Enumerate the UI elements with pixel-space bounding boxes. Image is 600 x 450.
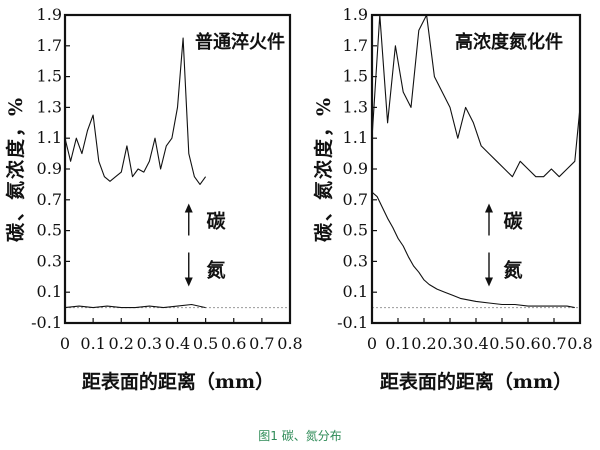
chart1-x-tick-label: 0.6 [515, 334, 540, 353]
chart0-y-tick-label: 0.1 [37, 282, 62, 301]
chart0-x-tick-label: 0.3 [137, 334, 162, 353]
chart0-y-tick-label: 0.5 [37, 221, 62, 240]
chart0-y-tick-label: 0.9 [37, 159, 62, 178]
chart1-title: 高浓度氮化件 [455, 31, 563, 53]
chart1-x-tick-label: 0.1 [385, 334, 410, 353]
chart1-y-tick-label: 1.1 [343, 128, 368, 147]
chart1-y-tick-label: 0.1 [343, 282, 368, 301]
chart0-y-tick-label: 1.9 [37, 5, 62, 24]
chart1-y-tick-label: 1.5 [343, 67, 368, 86]
chart1-x-tick-label: 0.2 [411, 334, 436, 353]
chart1-y-tick-label: 0.5 [343, 221, 368, 240]
chart0-y-tick-label: 0.7 [37, 190, 62, 209]
chart0-series-nitrogen [64, 303, 206, 309]
chart1-x-tick-label: 0.4 [463, 334, 488, 353]
chart1-x-tick-label: 0.3 [437, 334, 462, 353]
chart1-y-tick-label: -0.1 [337, 313, 368, 332]
chart1-annotation-label-carbon: 碳 [503, 210, 523, 233]
chart0-x-tick-label: 0.1 [80, 334, 105, 353]
chart0-x-tick-label: 0.8 [277, 334, 302, 353]
chart0-x-axis-label: 距表面的距离（mm） [82, 370, 274, 393]
chart1-plot-frame [370, 13, 582, 325]
chart1-x-tick-label: 0.7 [541, 334, 566, 353]
chart1-y-tick-label: 0.9 [343, 159, 368, 178]
chart1-x-tick-label: 0.5 [489, 334, 514, 353]
chart1-y-tick-label: 1.3 [343, 97, 368, 116]
chart1-y-axis-label: 碳、氮浓度，% [312, 96, 335, 242]
chart0-title: 普通淬火件 [195, 31, 285, 53]
chart1-annotation-arrowhead-nitrogen [485, 277, 493, 287]
chart0-y-tick-label: -0.1 [31, 313, 62, 332]
chart1-series-nitrogen [371, 191, 575, 309]
chart0-x-tick-label: 0.5 [193, 334, 218, 353]
chart1-y-tick-label: 1.9 [343, 5, 368, 24]
chart0-y-tick-label: 1.3 [37, 97, 62, 116]
left-chart-normal-quenched: -0.10.10.30.50.70.91.11.31.51.71.90 0.1 0.… [4, 5, 303, 393]
chart1-series-carbon [371, 14, 581, 178]
right-chart-high-nitrided: -0.10.10.30.50.70.91.11.31.51.71.90 0.1 0.… [312, 5, 593, 393]
chart1-annotation-label-nitrogen: 氮 [503, 259, 522, 282]
chart0-y-tick-label: 1.5 [37, 67, 62, 86]
chart1-y-tick-label: 0.7 [343, 190, 368, 209]
chart1-x-tick-label: 0 [367, 334, 377, 353]
chart0-y-tick-label: 1.7 [37, 36, 62, 55]
figure-caption: 图1 碳、氮分布 [258, 428, 341, 443]
chart0-x-tick-label: 0.6 [221, 334, 246, 353]
chart0-x-tick-label: 0 [60, 334, 70, 353]
chart0-series-carbon [64, 37, 207, 185]
chart1-annotation-arrowhead-carbon [485, 203, 493, 213]
chart0-annotation-label-carbon: 碳 [206, 210, 226, 233]
chart0-y-tick-label: 0.3 [37, 251, 62, 270]
chart0-x-tick-label: 0.2 [109, 334, 134, 353]
chart1-x-tick-label: 0.8 [567, 334, 592, 353]
chart0-y-axis-label: 碳、氮浓度，% [4, 96, 27, 242]
chart0-annotation-arrowhead-nitrogen [184, 277, 193, 287]
chart0-x-tick-label: 0.4 [165, 334, 190, 353]
chart0-annotation-label-nitrogen: 氮 [206, 259, 225, 282]
chart1-x-axis-label: 距表面的距离（mm） [380, 370, 572, 393]
chart1-y-tick-label: 1.7 [343, 36, 368, 55]
chart0-annotation-arrowhead-carbon [184, 203, 193, 213]
chart0-plot-frame [63, 13, 292, 325]
chart1-y-tick-label: 0.3 [343, 251, 368, 270]
chart0-x-tick-label: 0.7 [249, 334, 274, 353]
chart0-y-tick-label: 1.1 [37, 128, 62, 147]
